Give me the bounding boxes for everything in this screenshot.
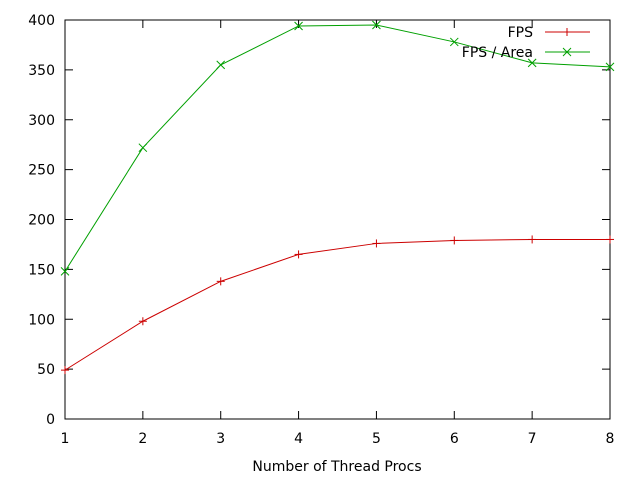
legend: FPS FPS / Area bbox=[462, 25, 590, 61]
data-point bbox=[216, 277, 225, 286]
data-point bbox=[60, 267, 70, 276]
x-tick-label: 6 bbox=[450, 431, 459, 447]
plot-frame bbox=[64, 19, 611, 420]
y-tick-label: 400 bbox=[28, 13, 55, 29]
data-point bbox=[216, 60, 226, 70]
data-point bbox=[528, 235, 537, 244]
data-point bbox=[294, 250, 303, 259]
marker-stroke bbox=[372, 20, 381, 30]
series-line-2 bbox=[64, 24, 611, 272]
data-point bbox=[606, 235, 614, 244]
marker-stroke bbox=[216, 60, 226, 70]
x-tick-label: 4 bbox=[294, 431, 303, 447]
marker-stroke bbox=[527, 58, 537, 68]
legend-label: FPS / Area bbox=[462, 45, 533, 61]
legend-label: FPS bbox=[508, 25, 533, 41]
data-point bbox=[138, 317, 147, 326]
data-point bbox=[138, 143, 148, 153]
x-tick-label: 5 bbox=[372, 431, 381, 447]
data-point bbox=[450, 236, 459, 245]
data-point bbox=[449, 37, 459, 47]
data-point bbox=[61, 366, 69, 375]
marker-stroke bbox=[138, 143, 148, 153]
x-tick-label: 7 bbox=[528, 431, 537, 447]
series-line-1 bbox=[64, 238, 610, 371]
x-tick-label: 3 bbox=[216, 431, 225, 447]
y-tick-label: 200 bbox=[28, 213, 55, 229]
marker-stroke bbox=[294, 21, 303, 31]
data-point bbox=[527, 58, 537, 68]
y-tick-label: 150 bbox=[28, 262, 55, 278]
x-tick-label: 8 bbox=[606, 431, 615, 447]
marker-stroke bbox=[605, 62, 615, 72]
marker-stroke bbox=[449, 37, 459, 47]
axis-ticks: 0 50 100 150 200 250 300 350 400 1 2 3 4 5 6 7 8 bbox=[28, 13, 614, 447]
x-axis-title: Number of Thread Procs bbox=[252, 459, 421, 475]
y-tick-label: 350 bbox=[28, 63, 55, 79]
marker-stroke bbox=[60, 267, 70, 276]
data-point bbox=[372, 239, 381, 248]
y-tick-label: 100 bbox=[28, 312, 55, 328]
y-tick-label: 300 bbox=[28, 113, 55, 129]
y-tick-label: 0 bbox=[46, 412, 55, 428]
data-point bbox=[605, 62, 615, 72]
series-layer bbox=[60, 20, 615, 375]
data-point bbox=[294, 21, 303, 31]
data-point bbox=[372, 20, 381, 30]
legend-marker bbox=[563, 28, 571, 36]
legend-marker bbox=[562, 47, 572, 57]
x-tick-label: 2 bbox=[138, 431, 147, 447]
marker-stroke bbox=[562, 47, 572, 57]
y-tick-label: 50 bbox=[37, 362, 55, 378]
x-tick-label: 1 bbox=[61, 431, 70, 447]
y-tick-label: 250 bbox=[28, 163, 55, 179]
